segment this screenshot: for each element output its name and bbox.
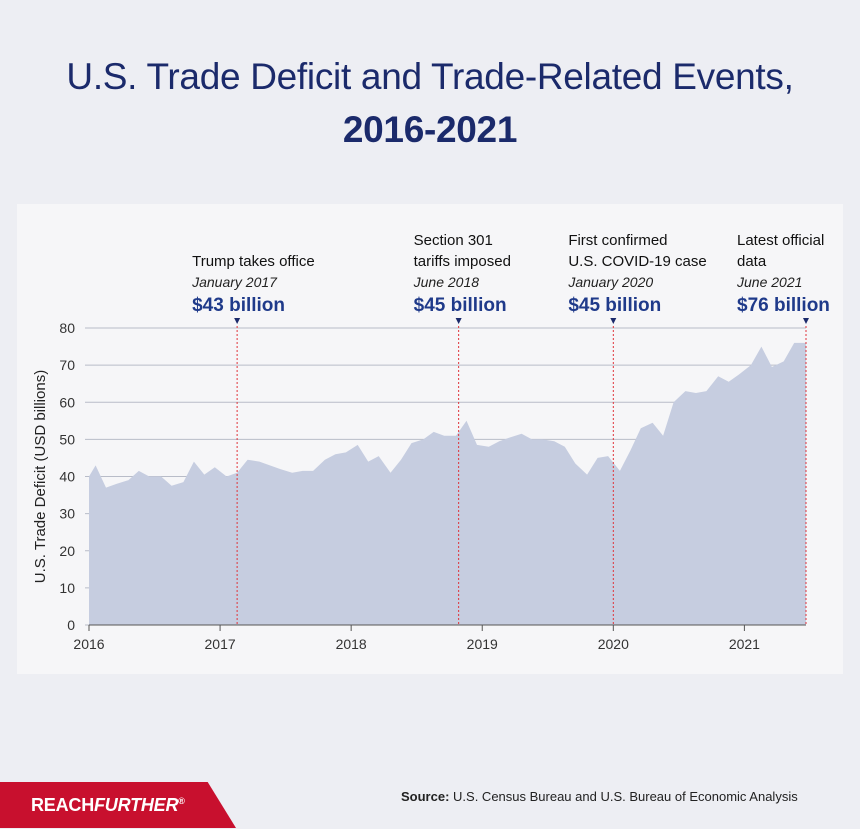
x-tick-label: 2020 (598, 636, 629, 652)
reachfurther-logo: REACHFURTHER® (0, 782, 236, 828)
event-label: Latest official (737, 232, 824, 249)
trade-deficit-chart: 0 10 20 30 40 50 60 70 80 2016 2017 2018 2019 2020 202… (32, 232, 830, 652)
x-tick-label: 2018 (336, 636, 367, 652)
y-tick-label: 30 (59, 506, 75, 522)
y-tick-label: 50 (59, 431, 75, 447)
source-note: Source: U.S. Census Bureau and U.S. Bure… (401, 789, 798, 804)
event-value: $45 billion (414, 295, 507, 316)
source-label: Source: (401, 789, 450, 804)
event-date: January 2017 (191, 274, 278, 290)
event-label: data (737, 253, 767, 270)
x-tick-label: 2021 (729, 636, 760, 652)
y-tick-label: 0 (67, 617, 75, 633)
event-label: Section 301 (414, 232, 493, 249)
brand-wordmark: REACHFURTHER® (31, 795, 185, 815)
event-marker-arrow (455, 318, 462, 324)
event-value: $43 billion (192, 295, 285, 316)
trade-deficit-area (89, 342, 806, 625)
event-value: $76 billion (737, 295, 830, 316)
event-label: U.S. COVID-19 case (568, 253, 706, 270)
source-text: U.S. Census Bureau and U.S. Bureau of Ec… (453, 789, 798, 804)
event-date: January 2020 (567, 274, 653, 290)
title-line-2: 2016-2021 (342, 109, 518, 150)
chart-panel: 0 10 20 30 40 50 60 70 80 2016 2017 2018 2019 2020 202… (17, 204, 843, 674)
event-label: tariffs imposed (414, 253, 511, 270)
y-axis-label: U.S. Trade Deficit (USD billions) (32, 370, 49, 583)
y-tick-label: 70 (59, 357, 75, 373)
x-tick-label: 2017 (205, 636, 236, 652)
y-tick-label: 40 (59, 469, 75, 485)
event-date: June 2018 (413, 274, 480, 290)
y-tick-label: 60 (59, 394, 75, 410)
x-tick-label: 2019 (467, 636, 498, 652)
event-label: First confirmed (568, 232, 667, 249)
y-tick-label: 20 (59, 543, 75, 559)
event-date: June 2021 (736, 274, 802, 290)
y-tick-label: 80 (59, 320, 75, 336)
y-tick-label: 10 (59, 580, 75, 596)
x-tick-label: 2016 (73, 636, 104, 652)
chart-title: U.S. Trade Deficit and Trade-Related Eve… (0, 50, 860, 156)
title-line-1: U.S. Trade Deficit and Trade-Related Eve… (66, 56, 794, 97)
event-marker-arrow (610, 318, 617, 324)
event-marker-arrow (234, 318, 241, 324)
event-label: Trump takes office (192, 253, 315, 270)
event-marker-arrow (803, 318, 809, 324)
event-value: $45 billion (568, 295, 661, 316)
